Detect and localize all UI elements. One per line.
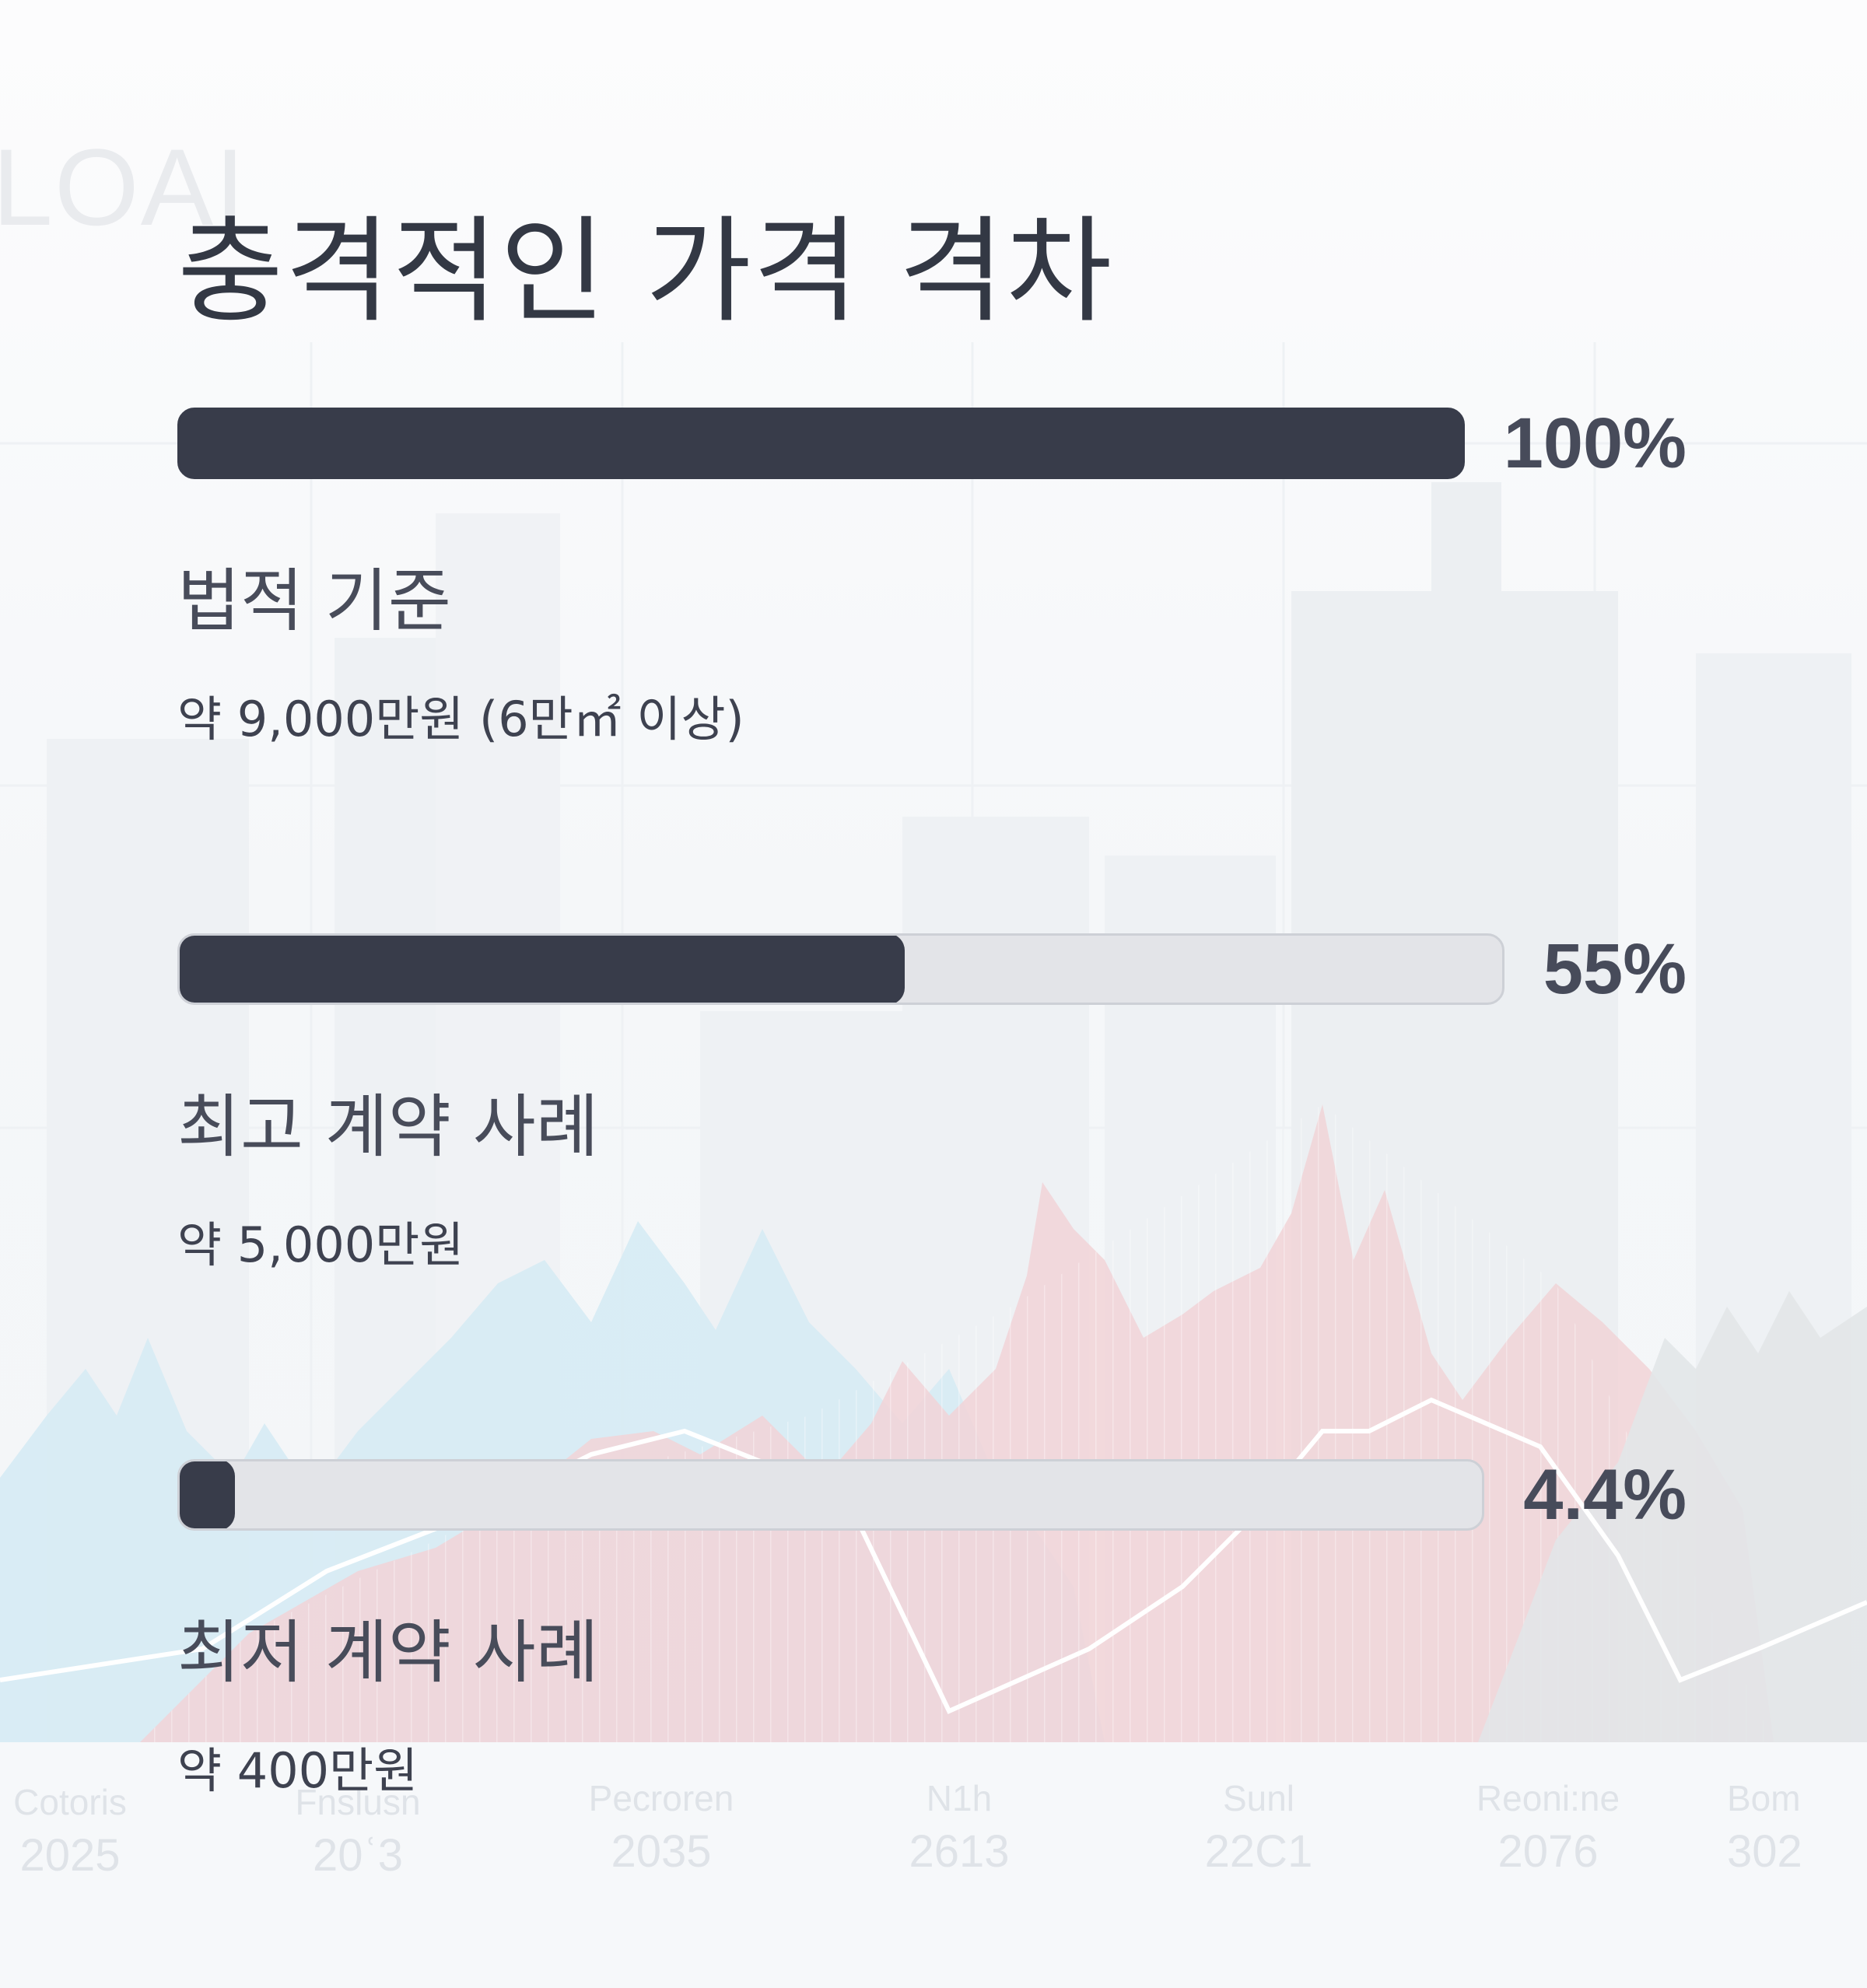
background-axis-label: Pecroren 2035 <box>588 1778 734 1877</box>
bar-description: 약 5,000만원 <box>177 1216 464 1273</box>
bar-value-label: 4.4% <box>1523 1455 1687 1535</box>
bar-category-label: 최고 계약 사례 <box>177 1087 599 1167</box>
bar-value-label: 55% <box>1543 929 1687 1009</box>
background-axis-label: Sunl 22Ϲ1 <box>1204 1778 1313 1877</box>
bar-fill <box>179 936 905 1003</box>
bar-fill <box>180 1461 235 1528</box>
bar-category-label: 법적 기준 <box>177 561 451 641</box>
bar-track <box>177 1459 1485 1531</box>
bar-category-label: 최저 계약 사례 <box>177 1612 599 1692</box>
bar-description: 약 400만원 <box>177 1742 419 1799</box>
background-watermark-text: LOAI <box>0 126 247 248</box>
background-axis-label: Reoni:ne 2076 <box>1476 1778 1620 1877</box>
background-axis-label: N1h 2613 <box>909 1778 1010 1877</box>
background-axis-label: Fnslusn 20ʿ3 <box>295 1782 421 1881</box>
chart-title: 충격적인 가격 격차 <box>177 205 1114 338</box>
background-area-red-texture <box>140 1104 1774 1742</box>
bar-fill <box>179 410 1460 477</box>
background-area-gray <box>1478 1291 1867 1742</box>
bar-track <box>177 933 1504 1005</box>
bar-description: 약 9,000만원 (6만㎡ 이상) <box>177 691 744 747</box>
background-axis-label: Bom 302 <box>1727 1778 1802 1877</box>
bar-track <box>177 408 1465 479</box>
bar-value-label: 100% <box>1503 404 1687 483</box>
background-axis-label: Cotoris 2025 <box>13 1782 127 1881</box>
